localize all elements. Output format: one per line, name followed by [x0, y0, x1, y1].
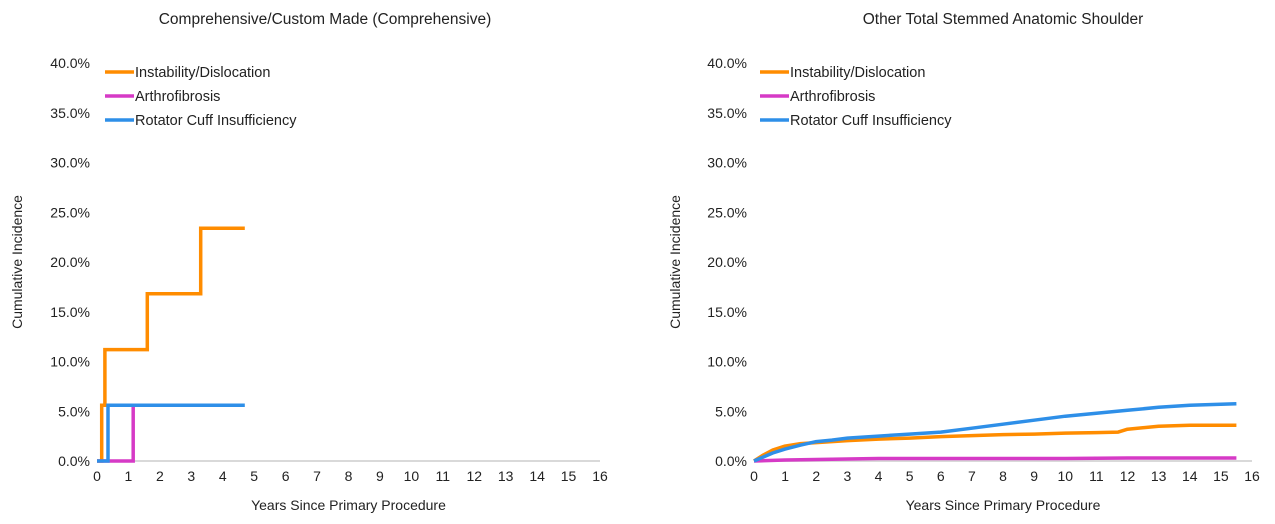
y-axis-label: Cumulative Incidence — [667, 195, 683, 329]
legend-label: Rotator Cuff Insufficiency — [790, 113, 952, 129]
x-tick-label: 11 — [1089, 468, 1104, 484]
chart-panel-right: Other Total Stemmed Anatomic Shoulder 0.0… — [637, 0, 1275, 524]
y-tick-label: 40.0% — [50, 55, 90, 71]
legend-label: Arthrofibrosis — [135, 89, 220, 105]
x-tick-label: 15 — [561, 468, 577, 484]
x-tick-label: 3 — [187, 468, 195, 484]
x-tick-label: 2 — [812, 468, 820, 484]
chart-left: Comprehensive/Custom Made (Comprehensive… — [9, 11, 608, 513]
x-tick-label: 8 — [345, 468, 353, 484]
x-tick-label: 16 — [1244, 468, 1260, 484]
y-tick-label: 20.0% — [707, 254, 747, 270]
series-line-arthrofibrosis — [753, 456, 1237, 463]
y-tick-label: 15.0% — [707, 304, 747, 320]
y-tick-label: 25.0% — [707, 204, 747, 220]
chart-right: Other Total Stemmed Anatomic Shoulder 0.0… — [667, 11, 1260, 513]
y-axis-label: Cumulative Incidence — [9, 195, 25, 329]
x-tick-label: 0 — [93, 468, 101, 484]
y-tick-label: 5.0% — [715, 403, 747, 419]
y-tick-label: 40.0% — [707, 55, 747, 71]
chart-title: Comprehensive/Custom Made (Comprehensive… — [159, 11, 492, 28]
x-tick-label: 1 — [125, 468, 133, 484]
y-tick-label: 10.0% — [50, 354, 90, 370]
x-axis-label: Years Since Primary Procedure — [906, 497, 1101, 513]
y-tick-label: 5.0% — [58, 403, 90, 419]
x-tick-label: 5 — [250, 468, 258, 484]
y-tick-label: 20.0% — [50, 254, 90, 270]
x-tick-label: 14 — [529, 468, 545, 484]
x-tick-label: 4 — [875, 468, 883, 484]
y-tick-label: 35.0% — [50, 105, 90, 121]
legend-label: Instability/Dislocation — [135, 65, 270, 81]
x-tick-label: 7 — [313, 468, 321, 484]
x-tick-label: 10 — [1057, 468, 1073, 484]
x-tick-label: 7 — [968, 468, 976, 484]
series-line-instability-dislocation — [753, 423, 1237, 463]
x-tick-label: 10 — [404, 468, 420, 484]
x-tick-label: 14 — [1182, 468, 1198, 484]
x-tick-label: 12 — [466, 468, 482, 484]
y-tick-label: 0.0% — [58, 453, 90, 469]
x-tick-label: 6 — [282, 468, 290, 484]
x-tick-label: 13 — [498, 468, 514, 484]
x-tick-label: 6 — [937, 468, 945, 484]
x-tick-label: 15 — [1213, 468, 1229, 484]
x-tick-label: 16 — [592, 468, 608, 484]
legend-label: Rotator Cuff Insufficiency — [135, 113, 297, 129]
chart-panel-left: Comprehensive/Custom Made (Comprehensive… — [0, 0, 637, 524]
x-tick-label: 0 — [750, 468, 758, 484]
legend-label: Arthrofibrosis — [790, 89, 875, 105]
series-line-rotator-cuff-insufficiency — [753, 402, 1237, 463]
y-tick-label: 30.0% — [50, 155, 90, 171]
x-tick-label: 8 — [999, 468, 1007, 484]
y-tick-label: 0.0% — [715, 453, 747, 469]
x-tick-label: 3 — [843, 468, 851, 484]
x-tick-label: 5 — [906, 468, 914, 484]
y-tick-label: 15.0% — [50, 304, 90, 320]
series-line-rotator-cuff-insufficiency — [97, 403, 245, 463]
x-tick-label: 12 — [1120, 468, 1136, 484]
y-tick-label: 35.0% — [707, 105, 747, 121]
x-tick-label: 11 — [436, 468, 451, 484]
chart-title: Other Total Stemmed Anatomic Shoulder — [863, 11, 1144, 28]
x-tick-label: 9 — [1030, 468, 1038, 484]
x-axis-label: Years Since Primary Procedure — [251, 497, 446, 513]
legend-label: Instability/Dislocation — [790, 65, 925, 81]
x-tick-label: 2 — [156, 468, 164, 484]
y-tick-label: 10.0% — [707, 354, 747, 370]
series-line-instability-dislocation — [97, 226, 245, 463]
x-tick-label: 13 — [1151, 468, 1167, 484]
x-tick-label: 9 — [376, 468, 384, 484]
y-tick-label: 30.0% — [707, 155, 747, 171]
y-tick-label: 25.0% — [50, 204, 90, 220]
x-tick-label: 1 — [781, 468, 789, 484]
x-tick-label: 4 — [219, 468, 227, 484]
